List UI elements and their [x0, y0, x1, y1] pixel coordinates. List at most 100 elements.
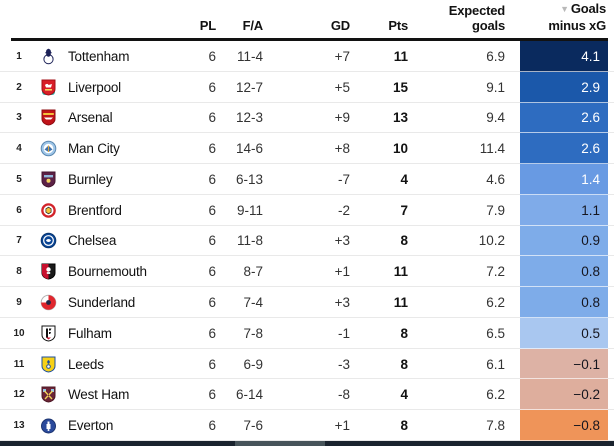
goals-minus-xg-value: 0.9: [520, 225, 608, 257]
table-row: 11 Leeds 6 6-9 -3 8 6.1 −0.1: [0, 348, 614, 380]
table-row: 3 Arsenal 6 12-3 +9 13 9.4 2.6: [0, 102, 614, 134]
burnley-crest-icon: [34, 171, 62, 188]
goals-minus-xg-value: 0.8: [520, 287, 608, 318]
scrollbar-thumb[interactable]: [235, 441, 325, 446]
team-name: Brentford: [68, 202, 122, 218]
goal-difference-value: -7: [337, 171, 350, 187]
sunderland-crest-icon: [34, 294, 62, 311]
goals-minus-xg-value: 2.6: [520, 133, 608, 165]
expected-goals-value: 4.6: [486, 171, 505, 187]
goals-minus-xg-value: −0.2: [520, 379, 608, 411]
points-value: 7: [400, 202, 408, 218]
expected-goals-value: 6.2: [486, 295, 505, 310]
tottenham-crest-icon: [34, 48, 62, 65]
goal-difference-value: +1: [334, 264, 350, 280]
column-header-goal-difference[interactable]: GD: [330, 18, 350, 33]
played-value: 6: [208, 295, 216, 310]
points-value: 10: [392, 141, 408, 157]
goals-minus-xg-value: 1.4: [520, 164, 608, 195]
rank: 2: [16, 81, 22, 93]
rank: 3: [16, 112, 22, 124]
goals-minus-xg-value: 2.6: [520, 102, 608, 134]
everton-crest-icon: [34, 417, 62, 434]
table-row: 2 Liverpool 6 12-7 +5 15 9.1 2.9: [0, 71, 614, 103]
played-value: 6: [208, 356, 216, 372]
expected-goals-value: 7.8: [486, 418, 505, 434]
team-name: Leeds: [68, 356, 104, 372]
column-header-expected-goals[interactable]: Expected goals: [448, 3, 505, 33]
goals-minus-xg-label: Goals minus xG: [548, 1, 606, 33]
for-against-value: 7-4: [243, 295, 263, 310]
goals-minus-xg-value: 0.8: [520, 256, 608, 288]
played-value: 6: [208, 110, 216, 126]
rank: 5: [16, 173, 22, 185]
table-row: 1 Tottenham 6 11-4 +7 11 6.9 4.1: [0, 41, 614, 72]
rank: 10: [13, 327, 25, 339]
for-against-value: 11-4: [236, 48, 263, 64]
expected-goals-value: 6.5: [486, 325, 505, 341]
header-rule: [11, 38, 608, 41]
points-value: 4: [400, 171, 408, 187]
table-row: 5 Burnley 6 6-13 -7 4 4.6 1.4: [0, 164, 614, 195]
rank: 4: [16, 143, 22, 155]
expected-goals-value: 7.9: [486, 202, 505, 218]
points-value: 15: [392, 79, 408, 95]
goal-difference-value: +9: [334, 110, 350, 126]
column-header-goals-minus-xg[interactable]: ▼ Goals minus xG: [520, 1, 608, 33]
expected-goals-value: 7.2: [486, 264, 505, 280]
west-ham-crest-icon: [34, 386, 62, 403]
for-against-value: 14-6: [235, 141, 263, 157]
points-value: 11: [393, 48, 408, 64]
liverpool-crest-icon: [34, 79, 62, 96]
goal-difference-value: +8: [334, 141, 350, 157]
team-name: Arsenal: [68, 110, 113, 126]
rank: 11: [13, 358, 25, 370]
for-against-value: 6-9: [243, 356, 263, 372]
team-name: Bournemouth: [68, 264, 147, 280]
points-value: 8: [400, 233, 408, 249]
goals-minus-xg-value: −0.8: [520, 410, 608, 441]
for-against-value: 8-7: [243, 264, 263, 280]
goals-minus-xg-value: 4.1: [520, 41, 608, 72]
table-body: 1 Tottenham 6 11-4 +7 11 6.9 4.1 2 Liver…: [0, 41, 614, 441]
leeds-crest-icon: [34, 356, 62, 373]
played-value: 6: [208, 418, 216, 434]
brentford-crest-icon: [34, 202, 62, 219]
column-header-for-against[interactable]: F/A: [242, 18, 264, 33]
played-value: 6: [208, 141, 216, 157]
for-against-value: 6-13: [235, 171, 263, 187]
column-header-points[interactable]: Pts: [388, 18, 408, 33]
points-value: 11: [393, 295, 408, 310]
played-value: 6: [208, 387, 216, 403]
rank: 12: [13, 389, 25, 401]
points-value: 11: [393, 264, 408, 280]
points-value: 4: [400, 387, 408, 403]
table-row: 13 Everton 6 7-6 +1 8 7.8 −0.8: [0, 410, 614, 441]
points-value: 8: [400, 325, 408, 341]
for-against-value: 6-14: [235, 387, 263, 403]
goal-difference-value: +3: [334, 233, 350, 249]
rank: 7: [16, 235, 22, 247]
goal-difference-value: -3: [337, 356, 350, 372]
for-against-value: 11-8: [236, 233, 263, 249]
expected-goals-value: 10.2: [478, 233, 505, 249]
goal-difference-value: -2: [337, 202, 350, 218]
for-against-value: 9-11: [236, 202, 263, 218]
goal-difference-value: -8: [337, 387, 350, 403]
played-value: 6: [208, 171, 216, 187]
table-row: 6 Brentford 6 9-11 -2 7 7.9 1.1: [0, 194, 614, 226]
table-row: 9 Sunderland 6 7-4 +3 11 6.2 0.8: [0, 287, 614, 318]
expected-goals-value: 11.4: [479, 141, 505, 157]
goals-minus-xg-value: 2.9: [520, 71, 608, 103]
table-row: 7 Chelsea 6 11-8 +3 8 10.2 0.9: [0, 225, 614, 257]
chelsea-crest-icon: [34, 232, 62, 249]
expected-goals-value: 9.4: [486, 110, 505, 126]
table-row: 8 Bournemouth 6 8-7 +1 11 7.2 0.8: [0, 256, 614, 288]
expected-goals-value: 6.9: [486, 48, 505, 64]
played-value: 6: [208, 48, 216, 64]
column-header-played[interactable]: PL: [199, 18, 216, 33]
points-value: 8: [400, 356, 408, 372]
rank: 8: [16, 266, 22, 278]
for-against-value: 12-3: [235, 110, 263, 126]
